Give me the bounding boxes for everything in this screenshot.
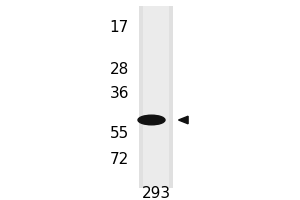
Bar	[143, 6, 169, 188]
Ellipse shape	[138, 115, 165, 125]
Text: 72: 72	[110, 152, 129, 168]
Text: 293: 293	[141, 186, 171, 200]
Text: 28: 28	[110, 62, 129, 76]
Text: 36: 36	[110, 86, 129, 100]
Bar	[139, 6, 173, 188]
Text: 55: 55	[110, 126, 129, 140]
Polygon shape	[178, 116, 188, 124]
Text: 17: 17	[110, 20, 129, 34]
